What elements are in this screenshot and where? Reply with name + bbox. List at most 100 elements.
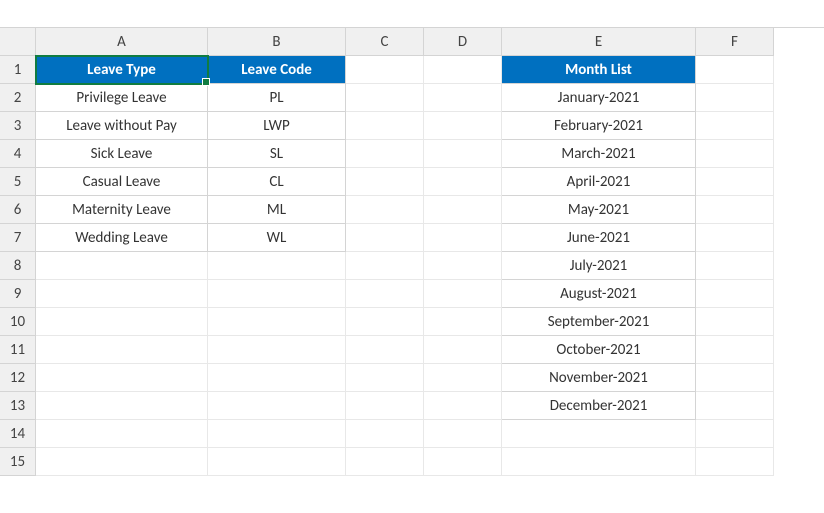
cell-b15[interactable] xyxy=(208,448,346,476)
cell-f14[interactable] xyxy=(696,420,774,448)
row-header-8[interactable]: 8 xyxy=(0,252,36,280)
cell-c5[interactable] xyxy=(346,168,424,196)
cell-b6[interactable]: ML xyxy=(208,196,346,224)
row-header-7[interactable]: 7 xyxy=(0,224,36,252)
cell-c4[interactable] xyxy=(346,140,424,168)
cell-d9[interactable] xyxy=(424,280,502,308)
cell-b2[interactable]: PL xyxy=(208,84,346,112)
cell-c8[interactable] xyxy=(346,252,424,280)
cell-b10[interactable] xyxy=(208,308,346,336)
row-header-4[interactable]: 4 xyxy=(0,140,36,168)
cell-f2[interactable] xyxy=(696,84,774,112)
cell-d1[interactable] xyxy=(424,56,502,84)
row-header-5[interactable]: 5 xyxy=(0,168,36,196)
cell-c3[interactable] xyxy=(346,112,424,140)
cell-b11[interactable] xyxy=(208,336,346,364)
cell-a9[interactable] xyxy=(36,280,208,308)
cell-f15[interactable] xyxy=(696,448,774,476)
cell-f5[interactable] xyxy=(696,168,774,196)
cell-e12[interactable]: November-2021 xyxy=(502,364,696,392)
cell-e6[interactable]: May-2021 xyxy=(502,196,696,224)
cell-a13[interactable] xyxy=(36,392,208,420)
cell-a3[interactable]: Leave without Pay xyxy=(36,112,208,140)
row-header-15[interactable]: 15 xyxy=(0,448,36,476)
cell-f4[interactable] xyxy=(696,140,774,168)
col-header-f[interactable]: F xyxy=(696,28,774,56)
row-header-10[interactable]: 10 xyxy=(0,308,36,336)
cell-f6[interactable] xyxy=(696,196,774,224)
cell-e7[interactable]: June-2021 xyxy=(502,224,696,252)
row-header-6[interactable]: 6 xyxy=(0,196,36,224)
cell-b7[interactable]: WL xyxy=(208,224,346,252)
cell-e9[interactable]: August-2021 xyxy=(502,280,696,308)
cell-a1[interactable]: Leave Type xyxy=(36,56,208,84)
cell-a14[interactable] xyxy=(36,420,208,448)
cell-d11[interactable] xyxy=(424,336,502,364)
select-all-corner[interactable] xyxy=(0,28,36,56)
row-header-14[interactable]: 14 xyxy=(0,420,36,448)
col-header-b[interactable]: B xyxy=(208,28,346,56)
cell-d8[interactable] xyxy=(424,252,502,280)
cell-e1[interactable]: Month List xyxy=(502,56,696,84)
cell-a10[interactable] xyxy=(36,308,208,336)
col-header-a[interactable]: A xyxy=(36,28,208,56)
cell-b3[interactable]: LWP xyxy=(208,112,346,140)
cell-a7[interactable]: Wedding Leave xyxy=(36,224,208,252)
cell-c12[interactable] xyxy=(346,364,424,392)
cell-d14[interactable] xyxy=(424,420,502,448)
cell-d12[interactable] xyxy=(424,364,502,392)
cell-a4[interactable]: Sick Leave xyxy=(36,140,208,168)
cell-f8[interactable] xyxy=(696,252,774,280)
row-header-3[interactable]: 3 xyxy=(0,112,36,140)
cell-c15[interactable] xyxy=(346,448,424,476)
cell-c11[interactable] xyxy=(346,336,424,364)
cell-a6[interactable]: Maternity Leave xyxy=(36,196,208,224)
cell-d5[interactable] xyxy=(424,168,502,196)
cell-f10[interactable] xyxy=(696,308,774,336)
cell-c9[interactable] xyxy=(346,280,424,308)
cell-f1[interactable] xyxy=(696,56,774,84)
cell-d15[interactable] xyxy=(424,448,502,476)
cell-c1[interactable] xyxy=(346,56,424,84)
row-header-1[interactable]: 1 xyxy=(0,56,36,84)
cell-b13[interactable] xyxy=(208,392,346,420)
cell-d13[interactable] xyxy=(424,392,502,420)
cell-c2[interactable] xyxy=(346,84,424,112)
cell-c14[interactable] xyxy=(346,420,424,448)
cell-b4[interactable]: SL xyxy=(208,140,346,168)
cell-e10[interactable]: September-2021 xyxy=(502,308,696,336)
cell-e8[interactable]: July-2021 xyxy=(502,252,696,280)
cell-a12[interactable] xyxy=(36,364,208,392)
cell-f7[interactable] xyxy=(696,224,774,252)
row-header-11[interactable]: 11 xyxy=(0,336,36,364)
cell-e15[interactable] xyxy=(502,448,696,476)
cell-c10[interactable] xyxy=(346,308,424,336)
cell-b12[interactable] xyxy=(208,364,346,392)
cell-e4[interactable]: March-2021 xyxy=(502,140,696,168)
cell-e3[interactable]: February-2021 xyxy=(502,112,696,140)
cell-e13[interactable]: December-2021 xyxy=(502,392,696,420)
cell-d7[interactable] xyxy=(424,224,502,252)
col-header-d[interactable]: D xyxy=(424,28,502,56)
cell-a15[interactable] xyxy=(36,448,208,476)
col-header-e[interactable]: E xyxy=(502,28,696,56)
cell-d3[interactable] xyxy=(424,112,502,140)
cell-a11[interactable] xyxy=(36,336,208,364)
cell-f3[interactable] xyxy=(696,112,774,140)
cell-f11[interactable] xyxy=(696,336,774,364)
cell-e11[interactable]: October-2021 xyxy=(502,336,696,364)
cell-a8[interactable] xyxy=(36,252,208,280)
cell-f13[interactable] xyxy=(696,392,774,420)
col-header-c[interactable]: C xyxy=(346,28,424,56)
row-header-12[interactable]: 12 xyxy=(0,364,36,392)
cell-e14[interactable] xyxy=(502,420,696,448)
cell-b8[interactable] xyxy=(208,252,346,280)
cell-b14[interactable] xyxy=(208,420,346,448)
row-header-9[interactable]: 9 xyxy=(0,280,36,308)
formula-bar[interactable] xyxy=(0,0,824,28)
cell-a5[interactable]: Casual Leave xyxy=(36,168,208,196)
cell-d2[interactable] xyxy=(424,84,502,112)
cell-c13[interactable] xyxy=(346,392,424,420)
cell-a2[interactable]: Privilege Leave xyxy=(36,84,208,112)
row-header-13[interactable]: 13 xyxy=(0,392,36,420)
